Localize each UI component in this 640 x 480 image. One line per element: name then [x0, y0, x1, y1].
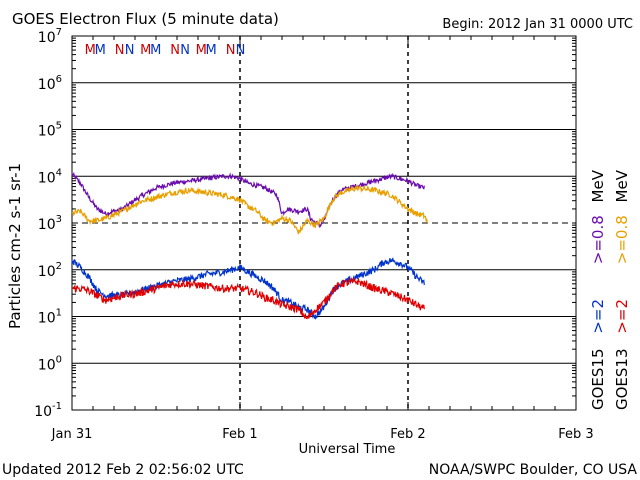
y-tick-exponent: 6: [56, 74, 62, 85]
orbit-marker-n: N: [226, 43, 236, 58]
y-tick-label: 106: [38, 74, 62, 93]
series-goes13-0-8-mev: [71, 184, 429, 235]
legend-goes13: GOES13 >=2 >=0.8 MeV: [613, 169, 631, 410]
orbit-marker-m: M: [150, 43, 161, 58]
y-tick-label: 103: [38, 214, 62, 233]
source-credit: NOAA/SWPC Boulder, CO USA: [429, 462, 638, 478]
orbit-marker-n: N: [115, 43, 125, 58]
x-tick-label: Feb 3: [558, 427, 593, 442]
x-axis-title: Universal Time: [299, 442, 396, 457]
orbit-marker-m: M: [196, 43, 207, 58]
y-tick-label: 102: [38, 261, 62, 280]
y-tick-base: 10: [38, 77, 56, 93]
y-tick-base: 10: [38, 30, 56, 46]
y-tick-label: 105: [38, 121, 62, 140]
y-tick-base: 10: [38, 217, 56, 233]
chart-title: GOES Electron Flux (5 minute data): [12, 10, 279, 28]
y-tick-exponent: 3: [56, 214, 62, 225]
orbit-marker-m: M: [95, 43, 106, 58]
legend-goes15-08mev: >=0.8: [589, 215, 607, 264]
series-goes15-0-8-mev: [71, 171, 425, 229]
x-tick-labels: Jan 31 Feb 1 Feb 2 Feb 3: [51, 427, 594, 442]
legend-goes13-sat: GOES13: [613, 348, 631, 410]
x-tick-label: Jan 31: [51, 427, 93, 442]
legend-goes15-2mev: >=2: [589, 299, 607, 334]
y-tick-label: 104: [38, 167, 62, 186]
marker-layer: MM N N MM N N MM N N: [85, 43, 246, 58]
y-tick-label: 107: [38, 27, 62, 46]
legend-goes15-unit: MeV: [589, 169, 607, 202]
y-tick-exponent: 4: [56, 167, 62, 178]
orbit-marker-n: N: [125, 43, 135, 58]
y-tick-base: 10: [38, 124, 56, 140]
orbit-marker-n: N: [170, 43, 180, 58]
orbit-marker-m: M: [206, 43, 217, 58]
y-tick-base: 10: [38, 264, 56, 280]
y-axis-title-text: Particles cm-2 s-1 sr-1: [6, 163, 24, 329]
y-tick-exponent: 5: [56, 121, 62, 132]
series-layer: [71, 171, 429, 320]
x-tick-label: Feb 1: [222, 427, 257, 442]
y-tick-exponent: 1: [56, 308, 62, 319]
legend-goes13-unit: MeV: [613, 169, 631, 202]
y-tick-base: 10: [34, 404, 52, 420]
y-tick-base: 10: [38, 170, 56, 186]
legend-goes13-08mev: >=0.8: [613, 215, 631, 264]
y-tick-exponent: 7: [56, 27, 62, 38]
y-tick-exponent: -1: [52, 401, 62, 412]
y-tick-label: 101: [38, 308, 62, 327]
x-tick-label: Feb 2: [390, 427, 425, 442]
orbit-marker-n: N: [236, 43, 246, 58]
updated-timestamp: Updated 2012 Feb 2 02:56:02 UTC: [2, 462, 244, 478]
y-tick-base: 10: [38, 357, 56, 373]
legend-goes13-2mev: >=2: [613, 299, 631, 334]
y-axis-title: Particles cm-2 s-1 sr-1: [6, 163, 24, 329]
orbit-marker-m: M: [140, 43, 151, 58]
y-tick-exponent: 2: [56, 261, 62, 272]
y-tick-label: 100: [38, 354, 62, 373]
y-tick-exponent: 0: [56, 354, 62, 365]
orbit-marker-m: M: [85, 43, 96, 58]
legend-goes15: GOES15 >=2 >=0.8 MeV: [589, 169, 607, 410]
y-tick-base: 10: [38, 311, 56, 327]
legend-goes15-sat: GOES15: [589, 348, 607, 410]
orbit-marker-n: N: [180, 43, 190, 58]
grid-layer: [71, 36, 577, 410]
svg-text:GOES13 >=2 >=0.8: GOES13 >=2 >=0.8 MeV: [613, 169, 631, 410]
begin-time-label: Begin: 2012 Jan 31 0000 UTC: [442, 17, 633, 32]
svg-text:GOES15 >=2 >=0.8: GOES15 >=2 >=0.8 MeV: [589, 169, 607, 410]
series-goes13-2-mev: [71, 276, 425, 320]
y-tick-label: 10-1: [34, 401, 62, 420]
